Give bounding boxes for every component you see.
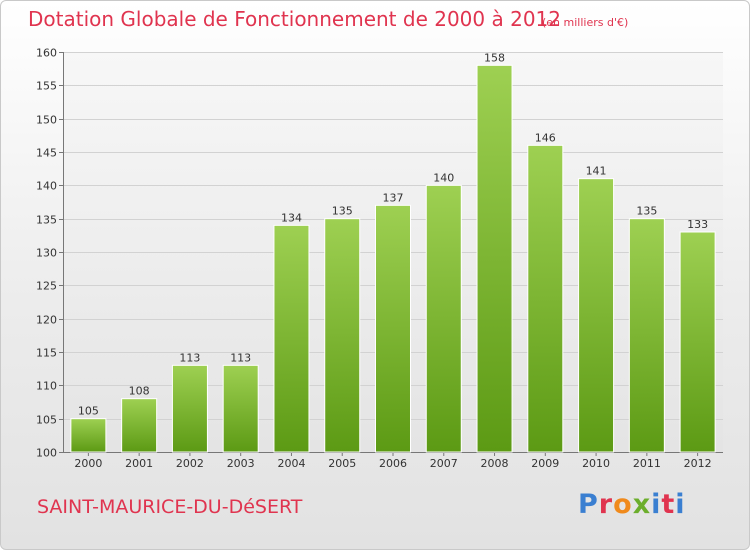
- x-tick-label: 2009: [531, 457, 559, 470]
- y-tick-label: 140: [36, 180, 57, 193]
- y-tick-label: 120: [36, 314, 57, 327]
- bar-2001: [121, 398, 158, 453]
- y-tick-label: 100: [36, 447, 57, 460]
- x-tick-label: 2011: [633, 457, 661, 470]
- data-label: 134: [281, 211, 302, 224]
- data-label: 135: [636, 205, 657, 218]
- y-tick-label: 105: [36, 414, 57, 427]
- chart-subtitle: (en milliers d'€): [542, 16, 629, 29]
- bar-2008: [476, 64, 513, 453]
- bar-2007: [425, 184, 462, 453]
- y-tick-label: 160: [36, 47, 57, 60]
- y-tick-label: 145: [36, 147, 57, 160]
- x-tick-label: 2010: [582, 457, 610, 470]
- data-label: 113: [230, 351, 251, 364]
- data-label: 108: [129, 385, 150, 398]
- data-label: 146: [535, 131, 556, 144]
- data-label: 135: [332, 205, 353, 218]
- proxiti-logo: Proxiti: [578, 489, 686, 520]
- logo-letter: x: [632, 489, 652, 520]
- x-tick-label: 2003: [227, 457, 255, 470]
- data-label: 141: [586, 165, 607, 178]
- logo-letter: o: [613, 489, 633, 520]
- logo-letter: i: [651, 489, 662, 520]
- bar-2006: [375, 204, 411, 453]
- logo-letter: i: [675, 489, 686, 520]
- x-tick-label: 2007: [430, 457, 458, 470]
- x-tick-label: 2008: [481, 457, 509, 470]
- x-tick-label: 2002: [176, 457, 204, 470]
- y-tick-label: 130: [36, 247, 57, 260]
- bar-2002: [171, 364, 208, 453]
- x-tick-label: 2000: [74, 457, 102, 470]
- bar-2004: [273, 224, 310, 453]
- x-tick-label: 2004: [277, 457, 305, 470]
- x-tick-label: 2012: [684, 457, 712, 470]
- bar-2009: [527, 144, 564, 453]
- bar-2011: [628, 218, 665, 453]
- data-label: 105: [78, 405, 99, 418]
- data-label: 140: [433, 171, 454, 184]
- chart-title: Dotation Globale de Fonctionnement de 20…: [28, 7, 561, 31]
- data-label: 113: [179, 351, 200, 364]
- logo-letter: r: [598, 489, 614, 520]
- bar-2000: [70, 418, 107, 453]
- bar-2010: [578, 178, 615, 453]
- bar-2003: [222, 364, 259, 453]
- logo-letter: t: [661, 489, 676, 520]
- commune-name: SAINT-MAURICE-DU-DéSERT: [37, 496, 303, 518]
- bar-2012: [679, 231, 716, 453]
- y-tick-label: 150: [36, 114, 57, 127]
- y-tick-label: 155: [36, 80, 57, 93]
- y-tick-label: 110: [36, 380, 57, 393]
- x-tick-label: 2006: [379, 457, 407, 470]
- x-tick-label: 2005: [328, 457, 356, 470]
- data-label: 137: [383, 191, 404, 204]
- x-tick-label: 2001: [125, 457, 153, 470]
- y-tick-label: 125: [36, 280, 57, 293]
- logo-letter: P: [578, 489, 599, 520]
- bar-2005: [324, 218, 361, 453]
- y-tick-label: 135: [36, 214, 57, 227]
- data-label: 158: [484, 51, 505, 64]
- data-label: 133: [687, 218, 708, 231]
- y-tick-label: 115: [36, 347, 57, 360]
